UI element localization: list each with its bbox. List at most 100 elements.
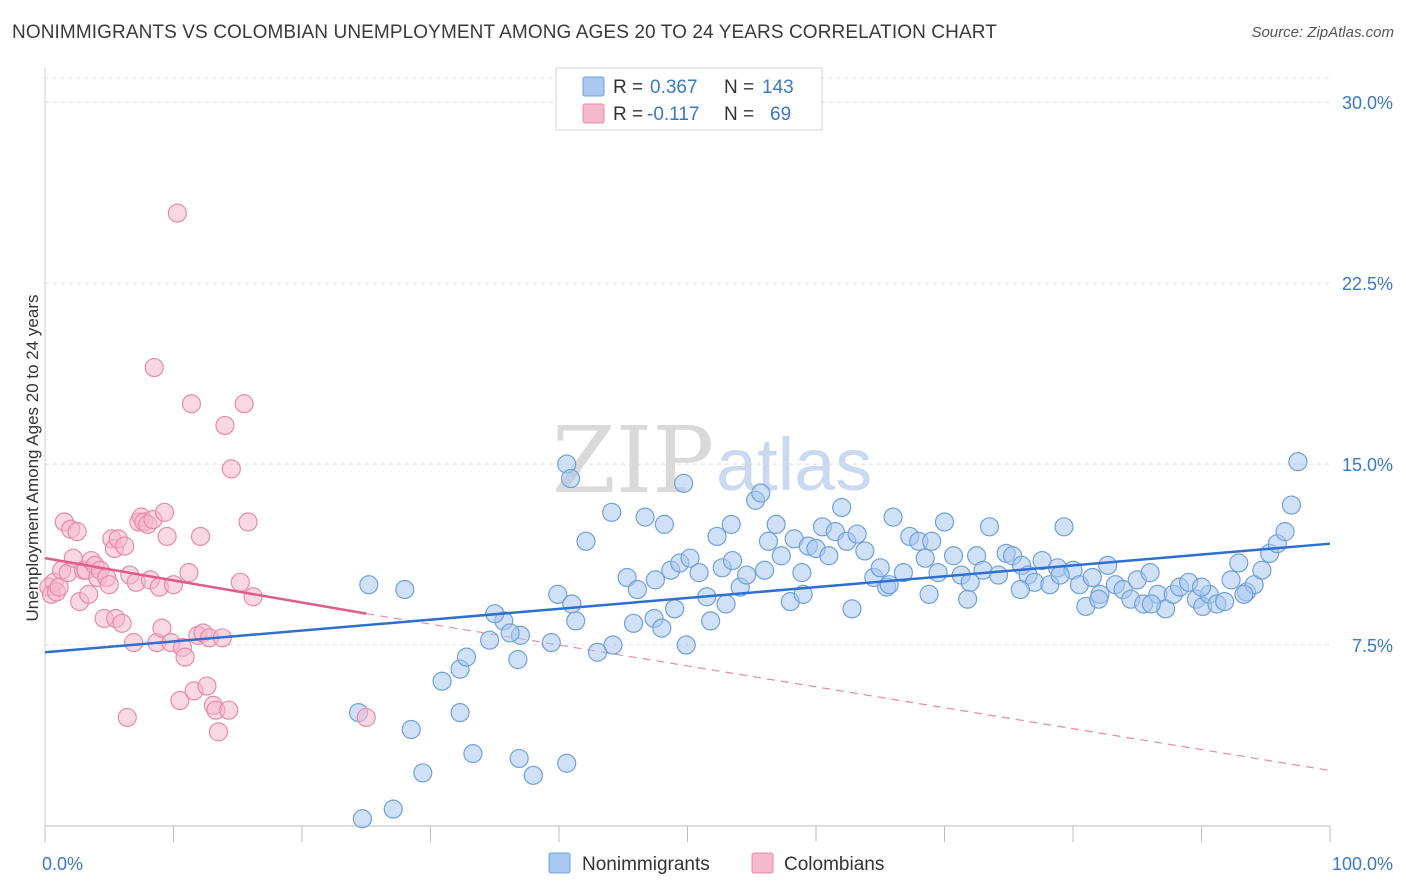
nonimmigrants-point xyxy=(562,594,582,614)
y-tick-label: 22.5% xyxy=(1342,274,1393,294)
nonimmigrants-point xyxy=(1089,589,1109,609)
y-tick-label: 15.0% xyxy=(1342,455,1393,475)
colombians-trend-extension xyxy=(366,613,1331,772)
nonimmigrants-point xyxy=(432,671,452,691)
colombians-point xyxy=(179,563,199,583)
nonimmigrants-point xyxy=(792,563,812,583)
nonimmigrants-point xyxy=(560,468,581,489)
nonimmigrants-point xyxy=(383,799,403,819)
nonimmigrants-point xyxy=(627,579,647,600)
nonimmigrants-point xyxy=(587,642,608,662)
nonimmigrants-point xyxy=(707,526,727,547)
nonimmigrants-point xyxy=(566,611,586,631)
nonimmigrants-point xyxy=(523,765,543,785)
nonimmigrants-point xyxy=(1010,579,1030,600)
y-tick-label: 7.5% xyxy=(1352,636,1393,656)
nonimmigrants-point xyxy=(508,649,528,670)
colombians-point xyxy=(234,394,254,414)
watermark-atlas: atlas xyxy=(716,423,872,506)
nonimmigrants-point xyxy=(359,575,379,595)
colombians-trend-line xyxy=(44,556,367,615)
nonimmigrants-point xyxy=(623,613,644,633)
legend-n-label: N = xyxy=(724,77,754,98)
watermark-zip: ZIP xyxy=(552,407,714,514)
nonimmigrants-point xyxy=(395,579,415,600)
colombians-point xyxy=(152,618,172,638)
nonimmigrants-point xyxy=(1098,555,1118,576)
nonimmigrants-point xyxy=(722,550,743,571)
nonimmigrants-point xyxy=(1191,577,1212,597)
nonimmigrants-point xyxy=(1234,584,1254,604)
nonimmigrants-point xyxy=(401,719,421,740)
nonimmigrants-point xyxy=(576,531,596,551)
legend: R = 0.367 N = 143 R = -0.117 N = 69 xyxy=(555,67,823,131)
colombians-point xyxy=(238,512,258,532)
colombians-point xyxy=(215,415,235,436)
legend-r-label: R = xyxy=(613,104,643,125)
colombians-point xyxy=(167,203,187,223)
colombians-point xyxy=(190,526,211,547)
legend-r-value: 0.367 xyxy=(650,77,698,98)
source-label: Source: ZipAtlas.com xyxy=(1251,24,1394,41)
nonimmigrants-point xyxy=(480,630,500,650)
legend-swatch-colombians xyxy=(582,103,605,124)
bottom-legend-swatch-colombians xyxy=(751,852,774,874)
nonimmigrants-points xyxy=(348,452,1308,829)
legend-n-label: N = xyxy=(724,104,754,125)
colombians-point xyxy=(197,676,217,696)
nonimmigrants-point xyxy=(737,565,757,585)
colombians-point xyxy=(67,522,87,542)
legend-n-value: 143 xyxy=(762,77,794,98)
colombians-point xyxy=(208,722,229,742)
nonimmigrants-point xyxy=(1054,517,1074,537)
nonimmigrants-point xyxy=(721,514,741,534)
colombians-trend-extension-line xyxy=(366,613,1331,772)
nonimmigrants-point xyxy=(603,635,623,655)
y-axis-title: Unemployment Among Ages 20 to 24 years xyxy=(23,295,42,622)
x-tick-label-min: 0.0% xyxy=(42,854,83,874)
colombians-point xyxy=(356,707,376,728)
nonimmigrants-point xyxy=(1141,594,1161,614)
colombians-point xyxy=(157,526,177,547)
nonimmigrants-point xyxy=(1229,553,1249,573)
axes xyxy=(44,68,1331,842)
nonimmigrants-point xyxy=(960,572,980,592)
watermark: ZIP atlas xyxy=(552,407,872,514)
nonimmigrants-point xyxy=(665,599,685,619)
legend-n-value: 69 xyxy=(770,104,791,125)
bottom-legend-swatch-nonimmigrants xyxy=(548,852,571,874)
nonimmigrants-point xyxy=(654,514,674,534)
nonimmigrants-point xyxy=(1275,522,1295,542)
nonimmigrants-point xyxy=(1032,550,1052,571)
nonimmigrants-point xyxy=(934,512,955,532)
colombians-point xyxy=(112,613,132,633)
nonimmigrants-point xyxy=(456,647,477,667)
nonimmigrants-point xyxy=(500,623,520,643)
nonimmigrants-point xyxy=(635,507,655,527)
colombians-point xyxy=(181,394,202,414)
nonimmigrants-point xyxy=(602,502,622,522)
chart-title: NONIMMIGRANTS VS COLOMBIAN UNEMPLOYMENT … xyxy=(12,22,997,43)
colombians-point xyxy=(115,536,135,556)
y-tick-label: 30.0% xyxy=(1342,93,1393,113)
colombians-point xyxy=(144,357,164,378)
nonimmigrants-point xyxy=(450,702,470,723)
nonimmigrants-point xyxy=(1252,560,1272,580)
nonimmigrants-point xyxy=(832,497,852,518)
nonimmigrants-trend-line xyxy=(44,542,1331,654)
x-tick-label-max: 100.0% xyxy=(1332,854,1393,874)
nonimmigrants-point xyxy=(915,548,935,568)
colombians-point xyxy=(124,633,144,653)
nonimmigrants-point xyxy=(509,748,529,769)
nonimmigrants-point xyxy=(701,611,721,631)
nonimmigrants-point xyxy=(652,618,672,638)
nonimmigrants-point xyxy=(413,763,433,783)
colombians-point xyxy=(170,690,190,711)
nonimmigrants-point xyxy=(879,575,899,595)
nonimmigrants-point xyxy=(855,541,875,561)
colombians-point xyxy=(99,575,119,595)
colombians-point xyxy=(221,459,241,479)
nonimmigrants-point xyxy=(1281,495,1302,515)
nonimmigrants-point xyxy=(943,546,964,566)
